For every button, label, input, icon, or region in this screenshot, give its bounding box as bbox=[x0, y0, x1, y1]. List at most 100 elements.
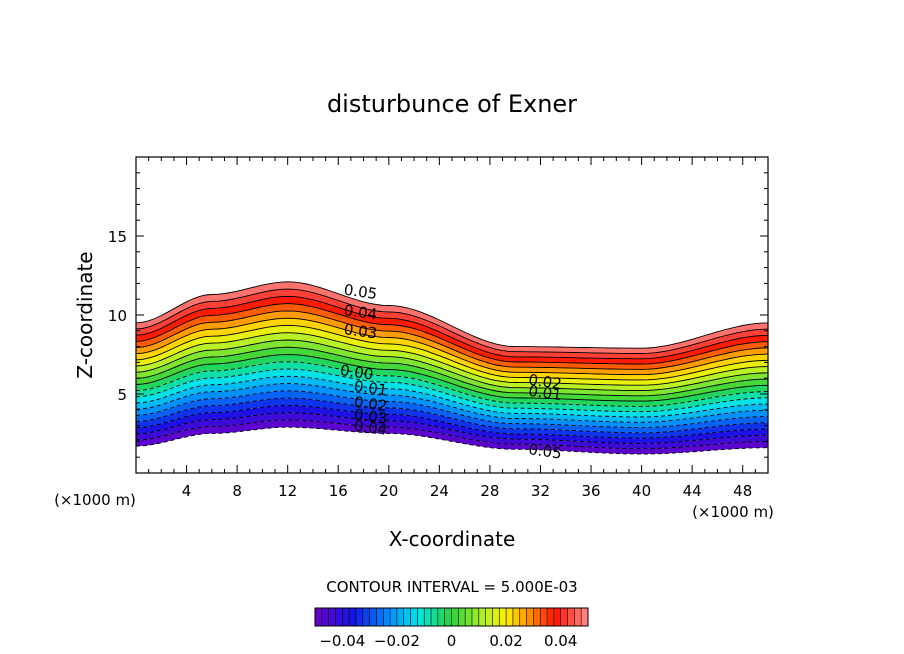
colorbar-segment bbox=[315, 608, 323, 626]
contour-line bbox=[136, 383, 768, 423]
contour-line bbox=[136, 368, 768, 413]
x-tick-label: 8 bbox=[232, 482, 242, 500]
contour-line bbox=[136, 419, 768, 450]
colorbar-segment bbox=[376, 608, 384, 626]
contour-line bbox=[136, 361, 768, 407]
contour-line bbox=[136, 317, 768, 376]
contour-label: 0.04 bbox=[353, 416, 389, 438]
contour-line bbox=[136, 332, 768, 386]
colorbar-segment bbox=[335, 608, 343, 626]
colorbar: −0.04 −0.02 0 0.02 0.04 bbox=[314, 607, 589, 650]
contour-line bbox=[136, 390, 768, 429]
colorbar-frame bbox=[314, 607, 589, 627]
colorbar-segment bbox=[547, 608, 555, 626]
contour-label: 0.02 bbox=[353, 393, 389, 415]
contour-line bbox=[136, 310, 768, 370]
contour-label: 0.03 bbox=[353, 405, 389, 427]
colorbar-segment bbox=[342, 608, 350, 626]
colorbar-segment bbox=[506, 608, 514, 626]
chart-title: disturbunce of Exner bbox=[327, 90, 577, 118]
contour-field bbox=[136, 281, 768, 455]
colorbar-tick-label: 0 bbox=[447, 632, 457, 650]
colorbar-segment bbox=[403, 608, 411, 626]
x-tick-label: 36 bbox=[581, 482, 600, 500]
contour-line bbox=[136, 339, 768, 391]
colorbar-segment bbox=[321, 608, 329, 626]
colorbar-segment bbox=[465, 608, 473, 626]
contour-line bbox=[136, 295, 768, 360]
colorbar-segment bbox=[417, 608, 425, 626]
y-tick-label: 5 bbox=[117, 386, 127, 404]
colorbar-segment bbox=[526, 608, 534, 626]
contour-line bbox=[136, 404, 768, 439]
contour-line bbox=[136, 303, 768, 365]
contour-line bbox=[136, 288, 768, 354]
x-tick-label: 48 bbox=[733, 482, 752, 500]
colorbar-segment bbox=[355, 608, 364, 626]
x-unit-left: (×1000 m) bbox=[54, 491, 136, 509]
colorbar-segment bbox=[349, 608, 357, 626]
contour-band bbox=[136, 405, 768, 444]
y-tick-label: 15 bbox=[108, 228, 127, 246]
contour-line bbox=[136, 324, 768, 381]
colorbar-tick-label: −0.02 bbox=[374, 632, 420, 650]
colorbar-segment bbox=[574, 608, 582, 626]
colorbar-segment bbox=[553, 608, 562, 626]
colorbar-segment bbox=[581, 608, 589, 626]
colorbar-segment bbox=[410, 608, 418, 626]
contour-label: 0.01 bbox=[527, 382, 563, 404]
contour-label: 0.04 bbox=[343, 301, 379, 323]
x-axis-label: X-coordinate bbox=[389, 527, 516, 551]
x-tick-label: 4 bbox=[182, 482, 192, 500]
contour-interval-label: CONTOUR INTERVAL = 5.000E-03 bbox=[326, 578, 577, 596]
colorbar-segment bbox=[458, 608, 466, 626]
contour-label: 0.01 bbox=[353, 377, 389, 399]
x-tick-label: 32 bbox=[531, 482, 550, 500]
colorbar-segment bbox=[362, 608, 370, 626]
colorbar-segment bbox=[424, 608, 432, 626]
colorbar-segment bbox=[499, 608, 507, 626]
contour-line bbox=[136, 375, 768, 418]
x-tick-label: 24 bbox=[430, 482, 449, 500]
contour-label: 0.03 bbox=[343, 320, 379, 342]
colorbar-segment bbox=[444, 608, 452, 626]
colorbar-segment bbox=[540, 608, 548, 626]
y-tick-label: 10 bbox=[108, 307, 127, 325]
x-tick-label: 12 bbox=[278, 482, 297, 500]
contour-line bbox=[136, 426, 768, 455]
x-tick-label: 40 bbox=[632, 482, 651, 500]
contour-labels: 0.050.040.030.000.010.020.030.040.020.01… bbox=[339, 281, 563, 463]
contour-label: 0.02 bbox=[527, 371, 563, 393]
contour-line bbox=[136, 397, 768, 434]
colorbar-segment bbox=[383, 608, 391, 626]
colorbar-segment bbox=[485, 608, 493, 626]
contour-line bbox=[136, 281, 768, 349]
colorbar-segment bbox=[512, 608, 521, 626]
colorbar-segment bbox=[369, 608, 377, 626]
colorbar-segment bbox=[390, 608, 398, 626]
colorbar-segment bbox=[492, 608, 500, 626]
contour-label: 0.05 bbox=[343, 281, 379, 303]
colorbar-segment bbox=[533, 608, 541, 626]
colorbar-segment bbox=[451, 608, 459, 626]
contour-line bbox=[136, 346, 768, 397]
contour-band bbox=[136, 412, 768, 449]
colorbar-segment bbox=[437, 608, 445, 626]
colorbar-segment bbox=[560, 608, 568, 626]
x-tick-label: 20 bbox=[379, 482, 398, 500]
contour-label: 0.00 bbox=[339, 361, 375, 383]
colorbar-segment bbox=[431, 608, 439, 626]
colorbar-segment bbox=[478, 608, 486, 626]
x-tick-label: 44 bbox=[683, 482, 702, 500]
colorbar-tick-label: −0.04 bbox=[319, 632, 365, 650]
contour-band bbox=[136, 419, 768, 454]
contour-line bbox=[136, 412, 768, 444]
x-tick-label: 16 bbox=[329, 482, 348, 500]
colorbar-tick-label: 0.02 bbox=[489, 632, 522, 650]
colorbar-segment bbox=[471, 608, 480, 626]
x-unit-right: (×1000 m) bbox=[692, 503, 774, 521]
x-tick-label: 28 bbox=[480, 482, 499, 500]
contour-label: 0.05 bbox=[527, 440, 563, 462]
